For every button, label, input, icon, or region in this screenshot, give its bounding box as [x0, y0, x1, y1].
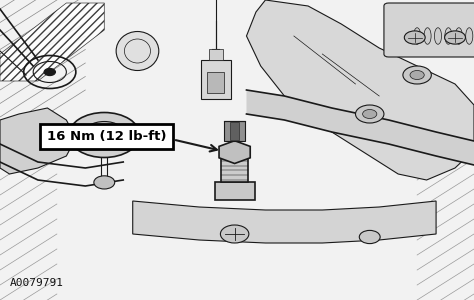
Bar [230, 122, 239, 140]
Ellipse shape [445, 28, 452, 44]
Bar [207, 72, 224, 93]
Bar [221, 154, 248, 182]
Ellipse shape [465, 28, 473, 44]
Polygon shape [0, 3, 104, 81]
Text: 16 Nm (12 lb-ft): 16 Nm (12 lb-ft) [47, 130, 166, 143]
Ellipse shape [455, 28, 462, 44]
Circle shape [95, 129, 114, 141]
Bar [224, 121, 245, 141]
FancyBboxPatch shape [384, 3, 474, 57]
Ellipse shape [434, 28, 441, 44]
Circle shape [356, 105, 384, 123]
Circle shape [94, 176, 115, 189]
Circle shape [220, 225, 249, 243]
Circle shape [83, 122, 126, 148]
Polygon shape [246, 90, 474, 165]
Polygon shape [219, 141, 250, 164]
Circle shape [403, 66, 431, 84]
Bar [209, 50, 223, 60]
Circle shape [359, 230, 380, 244]
Bar [201, 60, 231, 99]
Ellipse shape [424, 28, 431, 44]
Circle shape [69, 112, 140, 158]
Polygon shape [0, 108, 76, 174]
Polygon shape [246, 0, 474, 180]
Text: A0079791: A0079791 [9, 278, 64, 289]
Circle shape [363, 110, 377, 118]
Ellipse shape [413, 28, 421, 44]
Ellipse shape [116, 32, 159, 70]
Circle shape [445, 31, 465, 44]
Bar [215, 182, 255, 200]
FancyBboxPatch shape [40, 124, 173, 149]
Circle shape [44, 68, 55, 76]
Polygon shape [133, 201, 436, 243]
Circle shape [410, 70, 424, 80]
Circle shape [404, 31, 425, 44]
